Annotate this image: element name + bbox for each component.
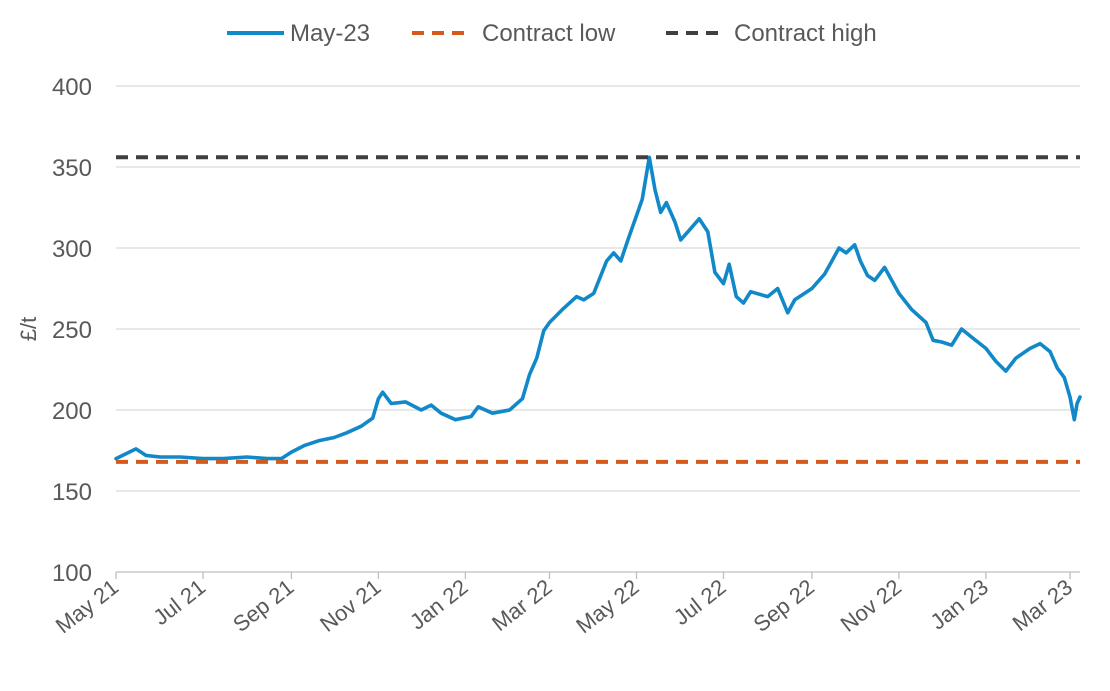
x-tick-label: Sep 22 xyxy=(749,574,819,637)
x-axis: May 21 Jul 21 Sep 21 Nov 21 Jan 22 Mar 22 May … xyxy=(51,571,1080,638)
y-tick-label: 100 xyxy=(52,560,92,587)
x-tick-label: Mar 23 xyxy=(1008,574,1077,636)
x-tick-label: Nov 21 xyxy=(315,574,385,637)
x-tick-label: Nov 22 xyxy=(836,574,906,637)
x-tick-label: Jul 21 xyxy=(148,574,210,630)
legend-label-contract-high: Contract high xyxy=(734,20,877,47)
x-tick-label: Jan 22 xyxy=(405,574,472,634)
series-line-may-23 xyxy=(114,155,1082,461)
y-tick-label: 150 xyxy=(52,479,92,506)
legend-label-contract-low: Contract low xyxy=(482,20,616,47)
legend: May-23 Contract low Contract high xyxy=(227,20,877,47)
y-tick-label: 350 xyxy=(52,155,92,182)
x-tick-label: Jul 22 xyxy=(669,574,731,630)
x-tick-label: Jan 23 xyxy=(926,574,993,634)
y-axis-label: £/t xyxy=(16,317,41,341)
y-tick-label: 200 xyxy=(52,398,92,425)
x-tick-label: Sep 21 xyxy=(228,574,298,637)
y-tick-label: 400 xyxy=(52,74,92,101)
y-tick-label: 300 xyxy=(52,236,92,263)
x-tick-label: Mar 22 xyxy=(487,574,556,636)
y-axis-ticks: 100 150 200 250 300 350 400 xyxy=(52,74,92,587)
series-layer xyxy=(114,155,1082,464)
legend-label-may-23: May-23 xyxy=(290,20,370,47)
y-tick-label: 250 xyxy=(52,317,92,344)
grid xyxy=(116,85,1080,492)
x-tick-label: May 22 xyxy=(571,574,643,638)
